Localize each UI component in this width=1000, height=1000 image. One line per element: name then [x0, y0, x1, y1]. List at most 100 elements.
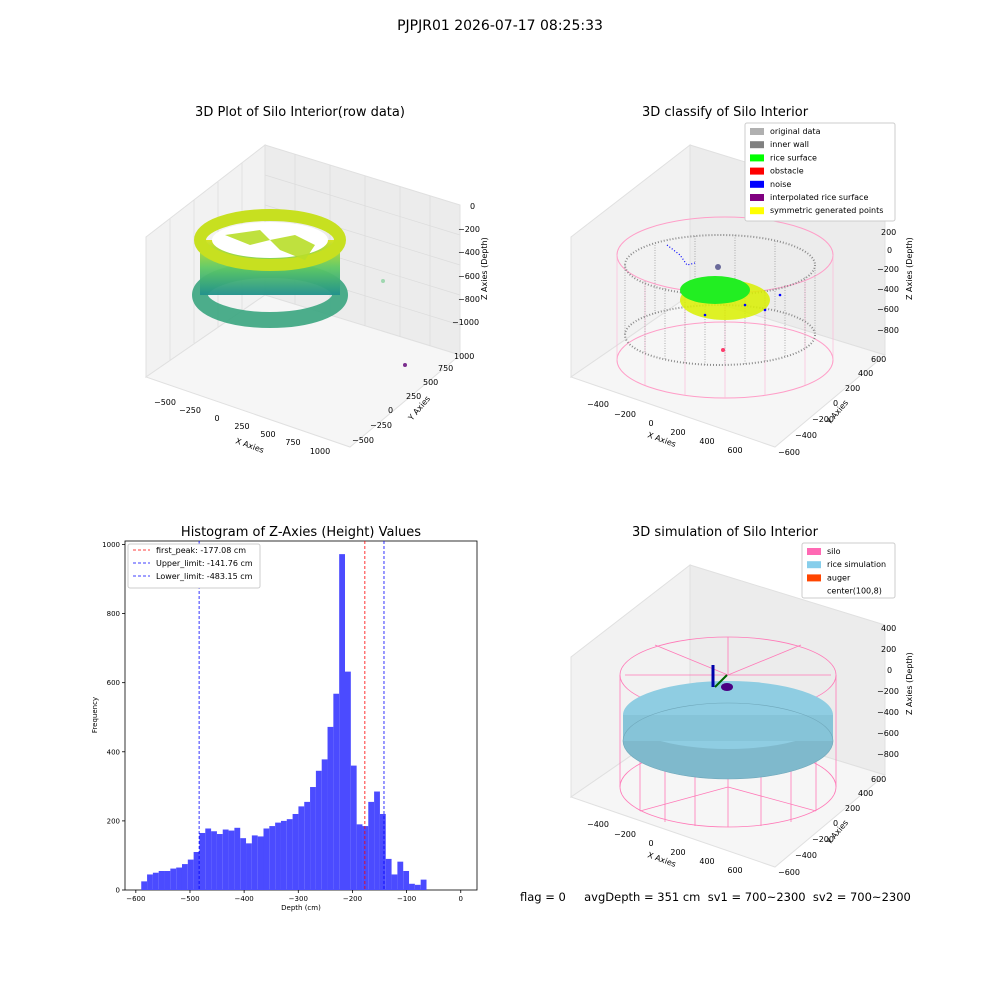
- histogram-bar: [315, 770, 322, 890]
- histogram-bar: [240, 838, 247, 890]
- histogram-xtick: −300: [289, 895, 308, 903]
- classify-legend-swatch: [750, 194, 764, 201]
- classify-ytick: 0: [833, 399, 838, 408]
- histogram-bar: [420, 879, 427, 890]
- classify-legend-swatch: [750, 167, 764, 175]
- classify-xtick: 400: [699, 437, 714, 446]
- histogram-ylabel: Frequency: [91, 697, 99, 733]
- classify-plot-title: 3D classify of Silo Interior: [642, 105, 809, 120]
- histogram-bar: [339, 554, 345, 890]
- histogram-legend-label: Upper_limit: -141.76 cm: [156, 559, 253, 568]
- simulation-ztick: 0: [887, 666, 892, 675]
- classify-legend-label: interpolated rice surface: [770, 193, 868, 202]
- histogram-xtick: −500: [180, 895, 199, 903]
- histogram-bar: [141, 881, 148, 890]
- histogram-bar: [234, 827, 241, 890]
- classify-legend: original data inner wall rice surface obsta…: [744, 122, 896, 222]
- classify-xtick: −400: [587, 400, 609, 409]
- simulation-legend-label: rice simulation: [827, 560, 886, 569]
- simulation-xtick: 400: [699, 857, 714, 866]
- histogram-bar: [216, 834, 223, 890]
- raw-ytick: 1000: [454, 352, 474, 361]
- histogram-bar: [345, 671, 351, 890]
- histogram-xtick: 0: [459, 895, 463, 903]
- histogram-bar: [362, 826, 369, 890]
- histogram-bar: [152, 872, 159, 890]
- histogram-bar: [379, 813, 386, 890]
- histogram-bar: [304, 801, 311, 890]
- raw-xtick: 750: [285, 438, 300, 447]
- raw-ztick: −400: [458, 248, 480, 257]
- histogram-bar: [176, 867, 182, 890]
- simulation-legend-label: silo: [827, 547, 841, 556]
- simulation-legend-label: center(100,8): [827, 587, 882, 596]
- simulation-ztick: −400: [877, 708, 899, 717]
- simulation-ytick: 400: [858, 789, 873, 798]
- classify-legend-swatch: [750, 207, 764, 215]
- raw-data-3d-plot: 3D Plot of Silo Interior(row data): [130, 95, 500, 475]
- classify-ytick: −600: [778, 448, 800, 457]
- histogram-title: Histogram of Z-Axies (Height) Values: [181, 525, 421, 540]
- classify-ytick: 200: [845, 384, 860, 393]
- simulation-xtick: 200: [670, 848, 685, 857]
- raw-ytick: 750: [438, 364, 453, 373]
- histogram-bar: [280, 820, 287, 890]
- simulation-legend-swatch: [807, 548, 821, 555]
- raw-xtick: 0: [214, 414, 219, 423]
- classify-legend-label: inner wall: [770, 140, 809, 149]
- histogram-bar: [158, 870, 165, 890]
- simulation-ytick: 200: [845, 804, 860, 813]
- raw-ztick: 0: [470, 202, 475, 211]
- histogram-ytick: 1000: [102, 541, 120, 549]
- histogram-bar: [397, 861, 404, 890]
- histogram-ytick: 200: [107, 817, 120, 825]
- raw-ztick: −200: [458, 225, 480, 234]
- histogram-bar: [199, 832, 206, 890]
- simulation-legend-swatch: [807, 561, 821, 569]
- classify-legend-swatch: [750, 180, 764, 188]
- classify-xtick: −200: [614, 410, 636, 419]
- raw-ytick: 250: [406, 392, 421, 401]
- histogram-xtick: −200: [343, 895, 362, 903]
- classify-xtick: 200: [670, 428, 685, 437]
- histogram-legend: first_peak: -177.08 cm Upper_limit: -141.…: [127, 543, 261, 589]
- histogram-bar: [211, 831, 217, 890]
- simulation-plot-title: 3D simulation of Silo Interior: [632, 525, 819, 540]
- histogram-bar: [374, 791, 380, 890]
- simulation-ztick: −600: [877, 729, 899, 738]
- raw-ytick: 500: [423, 378, 438, 387]
- classify-ztick: −800: [877, 326, 899, 335]
- simulation-legend-swatch: [807, 587, 821, 595]
- raw-ztick: −600: [458, 272, 480, 281]
- classify-ztick: −600: [877, 305, 899, 314]
- simulation-ztick: 400: [881, 624, 896, 633]
- simulation-ytick: −400: [795, 851, 817, 860]
- figure-title: PJPJR01 2026-07-17 08:25:33: [397, 18, 603, 34]
- classify-legend-label: symmetric generated points: [770, 206, 883, 215]
- simulation-ztick: −800: [877, 750, 899, 759]
- simulation-ytick: −600: [778, 868, 800, 877]
- histogram-bar: [228, 830, 235, 890]
- classify-ytick: 600: [871, 355, 886, 364]
- raw-xtick: 500: [260, 430, 275, 439]
- classify-ytick: −200: [812, 415, 834, 424]
- raw-ytick: −500: [352, 436, 374, 445]
- histogram-bar: [333, 693, 340, 890]
- histogram-bar: [356, 824, 363, 890]
- simulation-ztick: 200: [881, 645, 896, 654]
- histogram-bar: [246, 843, 252, 890]
- histogram-bar: [368, 801, 375, 890]
- classify-legend-label: noise: [770, 180, 791, 189]
- histogram-bar: [409, 883, 415, 890]
- histogram-bar: [385, 858, 392, 890]
- simulation-ytick: −200: [812, 835, 834, 844]
- histogram-xtick: −400: [235, 895, 254, 903]
- histogram-bar: [327, 726, 334, 890]
- histogram-legend-label: Lower_limit: -483.15 cm: [156, 572, 253, 581]
- histogram-bar: [286, 819, 293, 890]
- histogram-bar: [170, 868, 177, 890]
- classify-ytick: −400: [795, 431, 817, 440]
- histogram-bar: [205, 828, 212, 890]
- simulation-xtick: −400: [587, 820, 609, 829]
- raw-xtick: −500: [154, 398, 176, 407]
